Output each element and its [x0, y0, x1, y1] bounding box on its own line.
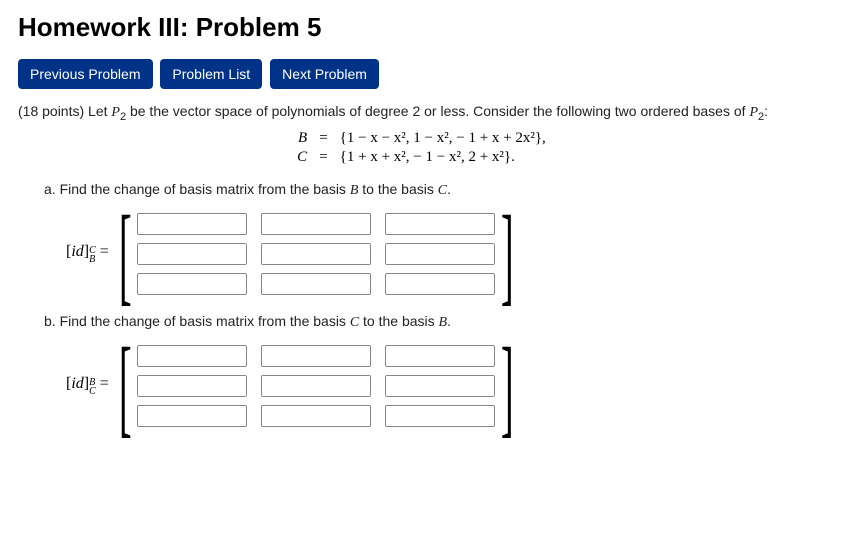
matrix-b-label: [id]BC = [66, 375, 109, 396]
matrix-a-label: [id]CB = [66, 243, 109, 264]
matrix-b-cell-0-1[interactable] [261, 345, 371, 367]
matrix-b-wrap: [id]BC = [ ] [66, 341, 825, 431]
basis-C-eq: = [313, 148, 333, 167]
bases-display: B = {1 − x − x², 1 − x², − 1 + x + 2x²},… [18, 129, 825, 167]
part-a-mid: to the basis [358, 181, 437, 197]
matrix-a-sub: B [89, 255, 96, 264]
page-title: Homework III: Problem 5 [18, 12, 825, 43]
part-a-dot: . [447, 181, 451, 197]
matrix-b-cell-2-1[interactable] [261, 405, 371, 427]
basis-B-eq: = [313, 129, 333, 148]
part-b-mid: to the basis [359, 313, 438, 329]
basis-C-name: C [297, 149, 307, 165]
basis-B-set: {1 − x − x², 1 − x², − 1 + x + 2x²}, [334, 129, 552, 148]
left-bracket-icon-2: [ [119, 341, 132, 431]
matrix-a-eq: = [96, 243, 109, 260]
right-bracket-icon: ] [501, 209, 514, 299]
points-prefix: (18 points) Let [18, 103, 111, 119]
matrix-a-grid [131, 209, 501, 299]
matrix-a-cell-2-0[interactable] [137, 273, 247, 295]
matrix-a-cell-1-2[interactable] [385, 243, 495, 265]
part-a-prefix: a. Find the change of basis matrix from … [44, 181, 350, 197]
matrix-b-cell-1-2[interactable] [385, 375, 495, 397]
part-a-text: a. Find the change of basis matrix from … [44, 181, 825, 199]
matrix-b-id: id [71, 375, 83, 392]
matrix-b-cell-2-2[interactable] [385, 405, 495, 427]
problem-mid: be the vector space of polynomials of de… [126, 103, 749, 119]
space-symbol: P [111, 105, 120, 120]
part-b-text: b. Find the change of basis matrix from … [44, 313, 825, 331]
matrix-a-cell-1-1[interactable] [261, 243, 371, 265]
part-b-prefix: b. Find the change of basis matrix from … [44, 313, 350, 329]
next-problem-button[interactable]: Next Problem [270, 59, 379, 89]
matrix-b-eq: = [96, 375, 109, 392]
matrix-a-cell-2-1[interactable] [261, 273, 371, 295]
matrix-b-grid [131, 341, 501, 431]
right-bracket-icon-2: ] [501, 341, 514, 431]
basis-B-name: B [298, 130, 307, 146]
problem-statement: (18 points) Let P2 be the vector space o… [18, 103, 825, 123]
matrix-a-id: id [71, 243, 83, 260]
matrix-a-wrap: [id]CB = [ ] [66, 209, 825, 299]
basis-C-set: {1 + x + x², − 1 − x², 2 + x²}. [334, 148, 552, 167]
part-a-to: C [438, 183, 447, 198]
matrix-a-cell-0-2[interactable] [385, 213, 495, 235]
matrix-b-cell-0-2[interactable] [385, 345, 495, 367]
matrix-b-cell-0-0[interactable] [137, 345, 247, 367]
nav-buttons: Previous Problem Problem List Next Probl… [18, 59, 825, 89]
part-b-from: C [350, 315, 359, 330]
space-symbol-2: P [749, 105, 758, 120]
matrix-b-sub: C [89, 387, 96, 396]
left-bracket-icon: [ [119, 209, 132, 299]
problem-list-button[interactable]: Problem List [160, 59, 262, 89]
matrix-a-cell-1-0[interactable] [137, 243, 247, 265]
matrix-a-cell-0-0[interactable] [137, 213, 247, 235]
matrix-b-cell-2-0[interactable] [137, 405, 247, 427]
part-b-to: B [439, 315, 448, 330]
matrix-a-cell-2-2[interactable] [385, 273, 495, 295]
previous-problem-button[interactable]: Previous Problem [18, 59, 153, 89]
matrix-a-cell-0-1[interactable] [261, 213, 371, 235]
matrix-b-cell-1-0[interactable] [137, 375, 247, 397]
matrix-b-cell-1-1[interactable] [261, 375, 371, 397]
part-b-dot: . [447, 313, 451, 329]
problem-tail: : [764, 103, 768, 119]
